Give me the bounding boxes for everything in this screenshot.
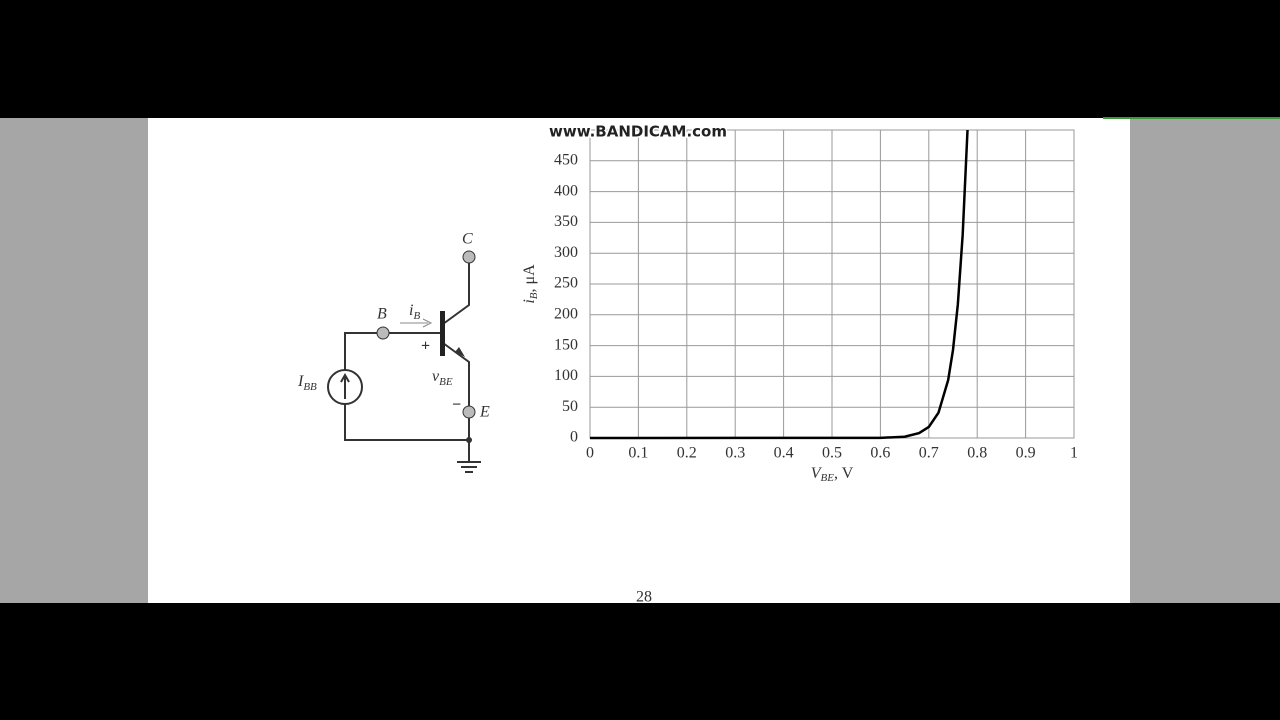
y-tick-label: 350 — [554, 213, 578, 230]
chart: VBE, V iB, μA 0 50 100 150 200 250 300 350 400 45… — [521, 129, 1078, 484]
emitter-arrow — [455, 347, 465, 357]
watermark: www.BANDICAM.com — [549, 123, 727, 141]
label: iB — [409, 302, 420, 322]
x-tick-label: 0.1 — [628, 445, 648, 462]
data-line — [589, 129, 969, 440]
label: vBE — [432, 368, 453, 388]
label: B — [377, 306, 387, 323]
x-tick-label: 0.8 — [967, 445, 987, 462]
y-tick-label: 200 — [554, 305, 578, 322]
label: C — [462, 231, 473, 248]
y-tick-label: 150 — [554, 336, 578, 353]
node — [466, 437, 472, 443]
x-tick-label: 0.2 — [677, 445, 697, 462]
y-tick-label: 300 — [554, 244, 578, 261]
x-tick-label: 0.3 — [725, 445, 745, 462]
x-tick-label: 0.9 — [1016, 445, 1036, 462]
y-tick-label: 100 — [554, 367, 578, 384]
x-tick-label: 0.5 — [822, 445, 842, 462]
terminal — [462, 405, 476, 419]
current-arrow — [400, 318, 433, 328]
base-bar — [440, 311, 445, 356]
y-tick-label: 250 — [554, 275, 578, 292]
label: + — [421, 338, 430, 355]
x-tick-label: 0.4 — [774, 445, 794, 462]
terminal — [376, 326, 390, 340]
progress-line — [1103, 117, 1280, 119]
label: − — [452, 397, 461, 414]
y-tick-label: 50 — [562, 398, 578, 415]
ground — [457, 461, 481, 473]
x-tick-label: 1 — [1070, 445, 1078, 462]
x-tick-label: 0.6 — [870, 445, 890, 462]
source-arrow — [340, 372, 350, 399]
x-tick-label: 0.7 — [919, 445, 939, 462]
y-tick-label: 0 — [570, 429, 578, 446]
label: E — [479, 404, 490, 421]
y-axis-label: iB, μA — [521, 264, 540, 304]
label: IBB — [297, 373, 317, 393]
x-axis-label: VBE, V — [811, 465, 854, 484]
bottom-bar — [0, 603, 1280, 720]
y-tick-label: 450 — [554, 151, 578, 168]
x-tick-label: 0 — [586, 445, 594, 462]
circuit: C B iB + vBE − E IBB — [297, 231, 490, 473]
y-tick-label: 400 — [554, 182, 578, 199]
document-page — [148, 118, 1130, 603]
page-number: 28 — [636, 589, 652, 606]
terminal — [462, 250, 476, 264]
